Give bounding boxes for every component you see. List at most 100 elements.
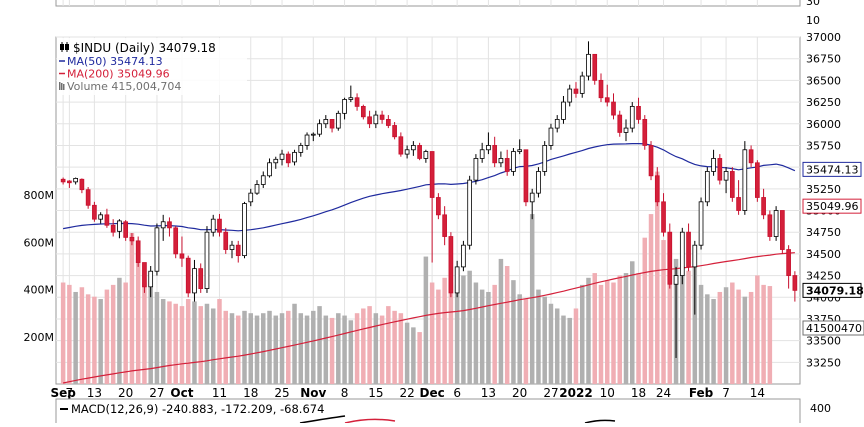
candlestick [279,149,285,166]
candle-body [229,244,235,250]
candlestick [229,240,235,259]
volume-bar [761,284,766,384]
candlestick [204,226,210,293]
candlestick [517,139,523,155]
candle-body [429,151,435,198]
x-tick-label: 14 [750,386,765,400]
volume-bar [286,310,291,384]
candle-body [285,153,291,164]
candle-body [98,214,103,220]
volume-bar [167,301,172,384]
candle-body [367,116,372,125]
candle-body [755,162,760,198]
candle-body [117,220,122,232]
candlestick [742,141,748,215]
volume-bar [442,277,447,384]
candlestick [104,208,110,228]
top-panel-label: 30 [806,0,820,8]
axis-layer: 3325033500337503400034250345003475035000… [24,0,842,400]
volume-bar [604,280,610,384]
volume-bar [279,313,285,384]
candle-body [242,203,247,257]
candle-body [611,101,616,116]
candlestick [367,110,372,129]
candle-body [467,179,472,246]
candle-body [442,214,447,237]
candle-body [235,244,241,257]
volume-bar [173,303,178,384]
candlestick [792,271,798,302]
candlestick [786,245,791,289]
candle-body [354,97,360,107]
volume-bar [648,214,654,384]
price-tick-label: 34250 [806,270,841,283]
candle-body [386,119,391,126]
x-tick-label: 25 [274,386,289,400]
candlestick [698,197,704,250]
candlestick [167,217,172,237]
volume-bar [698,284,704,384]
candle-body [185,257,191,294]
price-tag-box [802,282,862,298]
candle-body [636,106,641,120]
candlestick [260,171,266,188]
volume-bar [767,286,773,384]
price-tick-label: 33250 [806,356,841,369]
candle-body [317,123,322,135]
legend-swatch [59,82,61,90]
ma50-line [62,143,796,232]
candlestick [636,97,641,124]
volume-bar [110,284,116,384]
candlestick [304,132,310,150]
candle-body [204,231,210,289]
volume-bar [736,289,741,384]
volume-bar [298,313,304,384]
moving-average-layer [62,143,796,384]
x-tick-label: 20 [512,386,527,400]
candlestick [467,175,472,250]
candle-body [761,197,766,216]
volume-layer [60,171,773,384]
legend-entry: MA(200) 35049.96 [67,68,170,81]
candle-body [304,134,310,146]
volume-bar [117,277,122,384]
volume-bar [498,258,504,384]
candlestick [711,149,716,176]
volume-bar [129,232,135,384]
candle-body [792,275,798,291]
candlestick [298,142,304,157]
volume-bar [705,294,710,384]
ma200-line [62,252,795,384]
candle-body [179,253,185,259]
volume-bar [561,315,566,384]
candle-body [773,210,779,237]
candle-body [648,145,654,177]
candle-body [629,106,635,129]
x-tick-label: 24 [656,386,671,400]
volume-bar [523,299,529,384]
candlestick [548,123,554,150]
candle-body [586,53,591,77]
candlestick [723,167,729,194]
candlestick [386,115,391,129]
volume-bar [204,303,210,384]
volume-bar [554,308,560,384]
volume-bar [592,273,597,384]
volume-bar [567,317,572,384]
volume-bar [467,270,472,384]
volume-bar [542,296,547,384]
candlestick [436,193,441,220]
candlestick [223,227,229,254]
candlestick [561,95,566,124]
volume-bar [273,315,279,384]
candlestick [679,227,685,285]
candlestick [729,167,735,202]
candle-body [698,201,704,246]
legend-swatch [61,83,63,90]
candlestick [755,160,760,202]
candle-body [729,171,735,198]
candle-body [173,227,179,255]
volume-bar [85,294,91,384]
candlestick [667,223,673,289]
